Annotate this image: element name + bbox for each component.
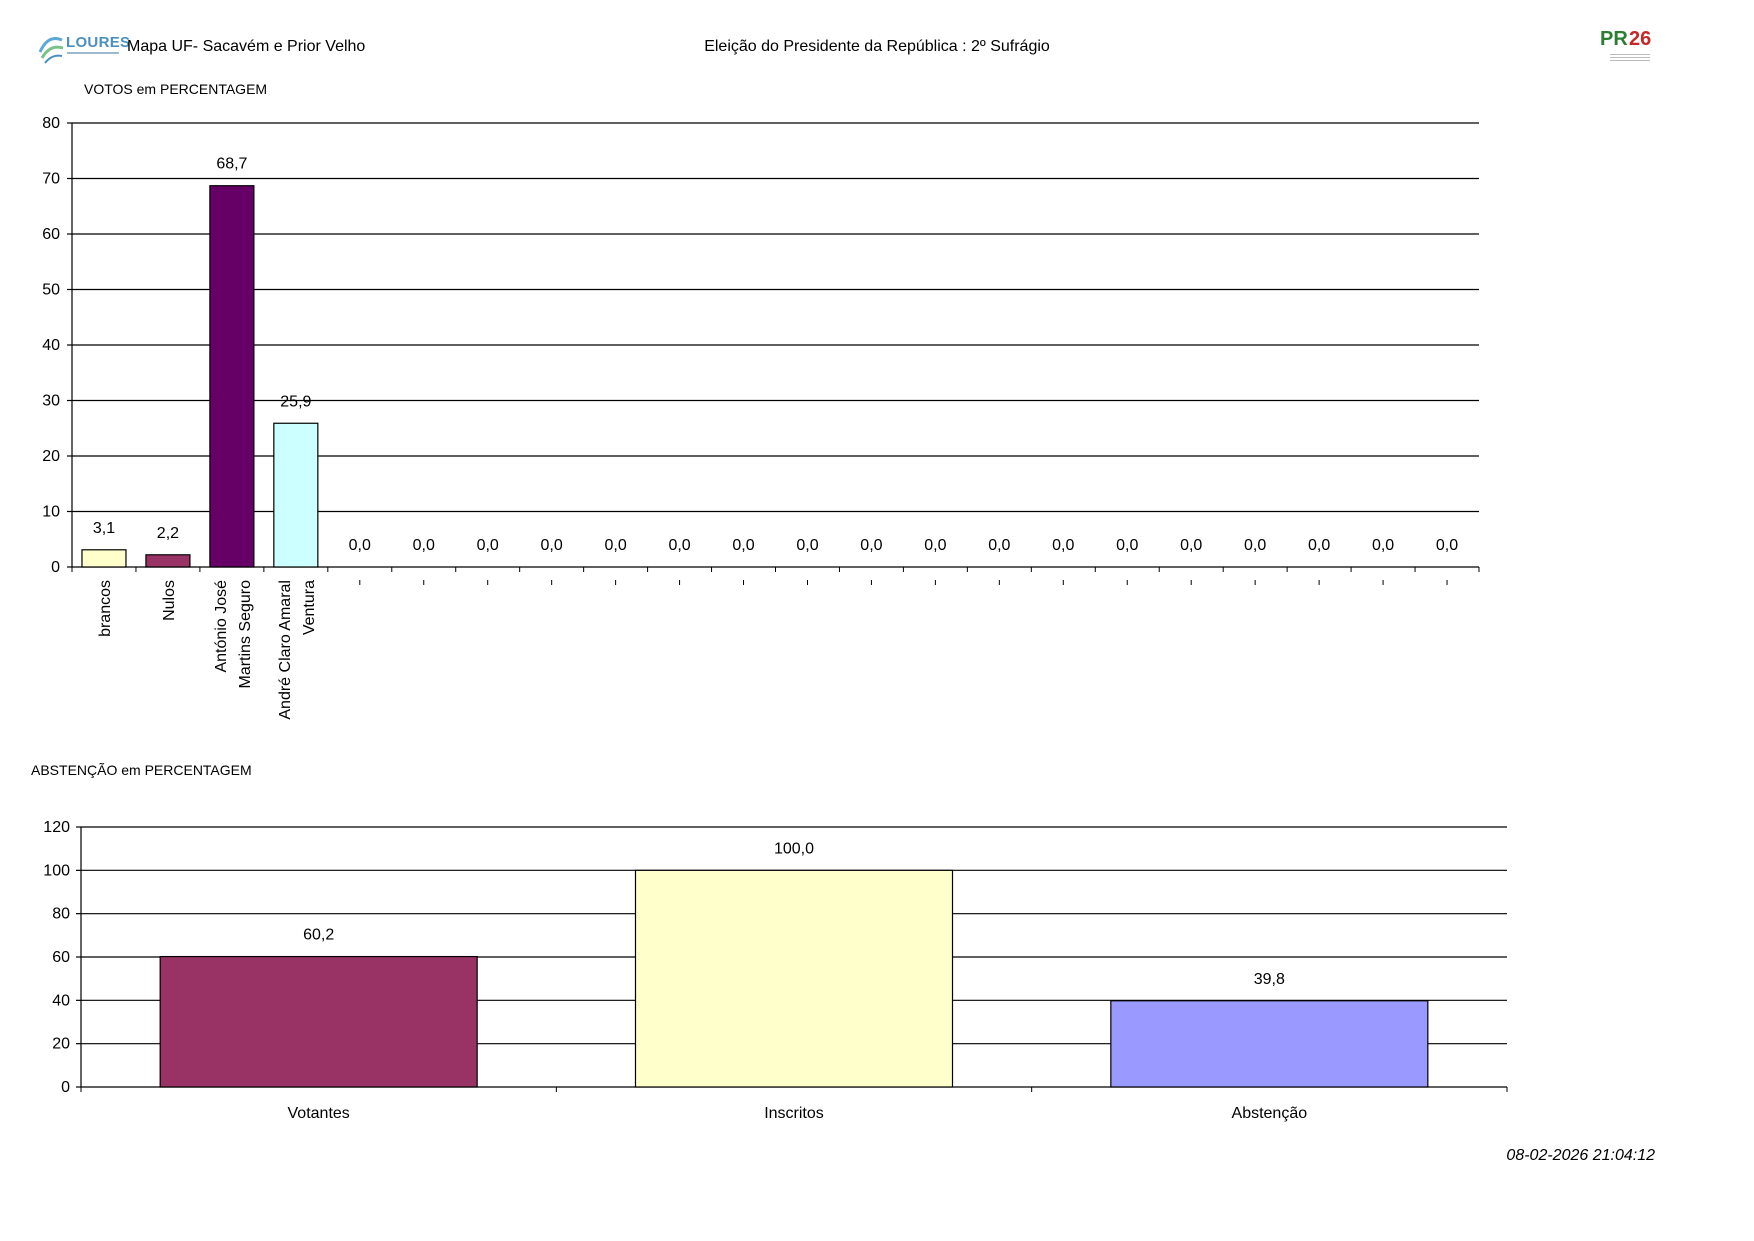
x-category-label: Votantes xyxy=(288,1105,350,1122)
data-label: 0,0 xyxy=(1052,537,1074,554)
y-tick-label: 80 xyxy=(42,115,60,132)
x-category-label: Nulos xyxy=(161,580,178,621)
y-tick-label: 40 xyxy=(52,992,70,1009)
data-label: 100,0 xyxy=(774,840,814,857)
data-label: 0,0 xyxy=(732,537,754,554)
bar xyxy=(145,554,191,568)
y-tick-label: 0 xyxy=(61,1079,70,1096)
y-tick-label: 20 xyxy=(42,448,60,465)
loures-emblem-icon xyxy=(38,37,64,64)
bar xyxy=(1110,1000,1429,1088)
y-tick-label: 60 xyxy=(52,949,70,966)
x-category-label: Abstenção xyxy=(1232,1105,1308,1122)
map-title: Mapa UF- Sacavém e Prior Velho xyxy=(127,38,366,55)
data-label: 0,0 xyxy=(1116,537,1138,554)
y-tick-label: 120 xyxy=(43,819,70,836)
bar xyxy=(209,185,255,568)
data-label: 0,0 xyxy=(1308,537,1330,554)
y-tick-label: 10 xyxy=(42,504,60,521)
y-tick-label: 60 xyxy=(42,226,60,243)
y-tick-label: 50 xyxy=(42,282,60,299)
bar xyxy=(273,422,319,568)
loures-logo-text: LOURES xyxy=(66,34,131,51)
pr26-logo-text: PR xyxy=(1600,28,1628,50)
data-label: 25,9 xyxy=(280,393,311,410)
x-category-label: António José Martins Seguro xyxy=(213,580,254,689)
y-tick-label: 80 xyxy=(52,906,70,923)
y-tick-label: 40 xyxy=(42,337,60,354)
data-label: 0,0 xyxy=(1180,537,1202,554)
data-label: 0,0 xyxy=(1436,537,1458,554)
data-label: 39,8 xyxy=(1254,971,1285,988)
data-label: 0,0 xyxy=(668,537,690,554)
y-tick-label: 100 xyxy=(43,862,70,879)
x-category-label: brancos xyxy=(97,580,114,637)
data-label: 0,0 xyxy=(477,537,499,554)
bar xyxy=(81,549,127,568)
bar xyxy=(159,955,478,1088)
x-category-label: Inscritos xyxy=(764,1105,824,1122)
data-label: 0,0 xyxy=(541,537,563,554)
y-tick-label: 30 xyxy=(42,393,60,410)
x-category-label: André Claro Amaral Ventura xyxy=(277,580,318,720)
pr26-logo: PR 26 xyxy=(1600,28,1660,68)
data-label: 0,0 xyxy=(988,537,1010,554)
data-label: 0,0 xyxy=(1244,537,1266,554)
y-tick-label: 20 xyxy=(52,1036,70,1053)
y-tick-label: 0 xyxy=(51,559,60,576)
loures-logo: LOURES xyxy=(36,28,130,66)
data-label: 0,0 xyxy=(796,537,818,554)
bar xyxy=(634,869,954,1088)
data-label: 3,1 xyxy=(93,520,115,537)
data-label: 60,2 xyxy=(303,927,334,944)
data-label: 2,2 xyxy=(157,525,179,542)
data-label: 0,0 xyxy=(924,537,946,554)
data-label: 0,0 xyxy=(1372,537,1394,554)
y-tick-label: 70 xyxy=(42,171,60,188)
data-label: 0,0 xyxy=(413,537,435,554)
votes-bar-chart: 0 10 20 30 40 50 60 70 80 3,1 2,2 68,7 25,9 0,0 0,0 0,0… xyxy=(42,115,1480,720)
abstention-chart-title: ABSTENÇÃO em PERCENTAGEM xyxy=(31,762,252,778)
data-label: 0,0 xyxy=(604,537,626,554)
data-label: 68,7 xyxy=(216,156,247,173)
data-label: 0,0 xyxy=(349,537,371,554)
abstention-bar-chart: 0 20 40 60 80 100 120 60,2 Votantes 100,0 Inscrito… xyxy=(43,819,1508,1122)
votes-chart-title: VOTOS em PERCENTAGEM xyxy=(84,81,268,97)
election-title: Eleição do Presidente da República : 2º … xyxy=(704,38,1050,55)
data-label: 0,0 xyxy=(860,537,882,554)
report-timestamp: 08-02-2026 21:04:12 xyxy=(1506,1147,1655,1164)
